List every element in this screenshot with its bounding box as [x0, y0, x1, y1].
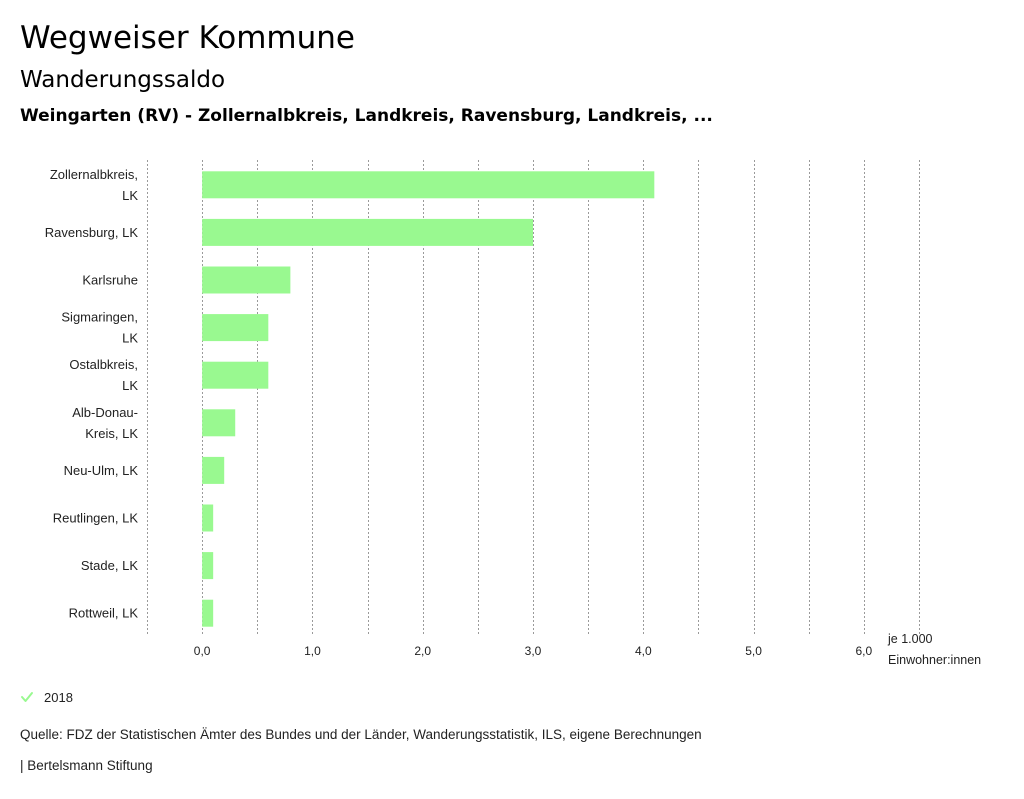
- x-tick-label: 5,0: [745, 644, 762, 658]
- x-tick-label: 6,0: [856, 644, 873, 658]
- brand-credit: | Bertelsmann Stiftung: [20, 758, 153, 773]
- category-label: Zollernalbkreis,: [50, 167, 138, 182]
- category-label: Karlsruhe: [82, 273, 138, 288]
- category-label: Reutlingen, LK: [53, 511, 139, 526]
- chart-subtitle: Wanderungssaldo: [20, 67, 226, 93]
- legend-item-2018[interactable]: 2018: [20, 686, 73, 708]
- category-label: Sigmaringen,: [61, 310, 138, 325]
- category-label: Alb-Donau-: [72, 405, 138, 420]
- bar: [202, 456, 225, 484]
- category-label: Ravensburg, LK: [45, 225, 139, 240]
- category-label: Neu-Ulm, LK: [64, 463, 139, 478]
- bar: [202, 552, 214, 580]
- page-title: Wegweiser Kommune: [20, 20, 355, 56]
- check-icon: [21, 692, 33, 702]
- bar: [202, 409, 236, 437]
- bar-chart: 0,0 1,0 2,0 3,0 4,0 5,0 6,0 je 1.000 Einwohner:i…: [45, 160, 981, 667]
- legend-label: 2018: [44, 689, 73, 705]
- bar: [202, 171, 655, 199]
- category-label: LK: [122, 331, 138, 346]
- category-label: Stade, LK: [81, 558, 138, 573]
- region-selector-label[interactable]: Weingarten (RV) - Zollernalbkreis, Landk…: [20, 106, 713, 126]
- bar: [202, 599, 214, 627]
- source-note: Quelle: FDZ der Statistischen Ämter des …: [20, 727, 702, 742]
- axis-unit-label: je 1.000: [887, 632, 933, 646]
- x-tick-label: 1,0: [304, 644, 321, 658]
- category-label: LK: [122, 378, 138, 393]
- x-tick-label: 0,0: [194, 644, 211, 658]
- bar: [202, 266, 291, 294]
- bar: [202, 314, 269, 342]
- bar: [202, 218, 533, 246]
- bar: [202, 361, 269, 389]
- category-label: LK: [122, 188, 138, 203]
- axis-unit-label: Einwohner:innen: [888, 653, 981, 667]
- category-label: Kreis, LK: [85, 426, 138, 441]
- category-label: Ostalbkreis,: [69, 357, 138, 372]
- x-tick-label: 3,0: [525, 644, 542, 658]
- x-tick-label: 4,0: [635, 644, 652, 658]
- bar: [202, 504, 214, 532]
- x-tick-label: 2,0: [414, 644, 431, 658]
- category-label: Rottweil, LK: [69, 606, 139, 621]
